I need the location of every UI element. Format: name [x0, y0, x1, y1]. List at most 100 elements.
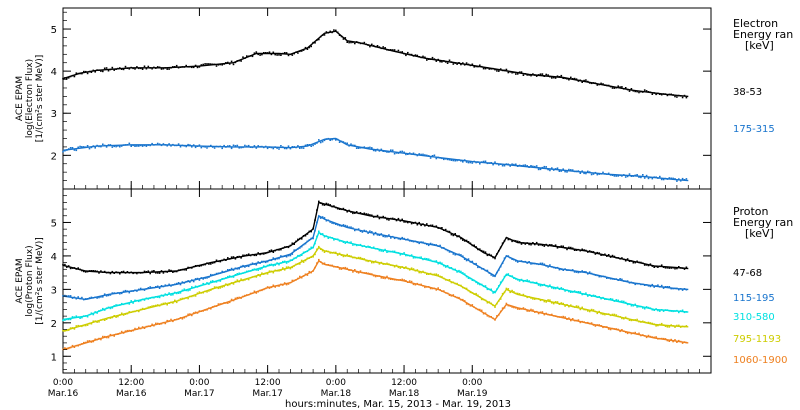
proton-data-point	[316, 209, 318, 211]
electron-data-point	[433, 154, 436, 157]
proton-data-point	[390, 278, 392, 280]
proton-data-point	[257, 269, 259, 271]
proton-data-point	[259, 253, 261, 256]
electron-data-point	[217, 64, 220, 66]
electron-data-point	[166, 144, 168, 147]
electron-data-point	[676, 180, 678, 182]
proton-data-point	[230, 276, 233, 278]
electron-data-point	[285, 52, 288, 54]
x-tick-label-date: Mar.17	[252, 389, 282, 399]
proton-data-point	[424, 242, 426, 245]
proton-data-point	[666, 309, 669, 311]
proton-data-point	[649, 263, 652, 265]
proton-data-point	[287, 283, 290, 285]
proton-data-point	[592, 324, 595, 326]
proton-data-point	[414, 283, 417, 286]
proton-data-point	[98, 321, 100, 323]
proton-data-point	[291, 279, 294, 282]
electron-data-point	[564, 170, 566, 173]
proton-data-point	[678, 266, 680, 268]
electron-data-point	[450, 61, 453, 63]
electron-data-point	[463, 64, 466, 66]
proton-data-point	[263, 253, 265, 255]
proton-data-point	[463, 258, 466, 260]
proton-data-point	[253, 290, 256, 293]
proton-data-point	[399, 238, 402, 241]
proton-data-point	[399, 220, 402, 222]
x-axis-label: hours:minutes, Mar. 15, 2013 - Mar. 19, …	[285, 399, 511, 410]
proton-data-point	[679, 326, 682, 328]
proton-data-point	[297, 238, 299, 241]
proton-data-point	[551, 313, 553, 316]
proton-data-point	[583, 271, 585, 273]
proton-data-point	[310, 246, 312, 249]
proton-data-point	[221, 259, 223, 262]
proton-data-point	[452, 268, 455, 271]
proton-data-point	[177, 318, 180, 320]
electron-data-point	[405, 54, 407, 57]
proton-data-point	[585, 249, 587, 252]
proton-data-point	[433, 244, 436, 246]
electron-data-point	[278, 54, 280, 56]
proton-data-point	[424, 224, 426, 227]
proton-data-point	[420, 241, 422, 243]
electron-data-point	[185, 64, 187, 67]
proton-data-point	[437, 245, 439, 247]
electron-data-point	[230, 60, 233, 63]
proton-data-point	[486, 254, 489, 257]
proton-data-point	[316, 235, 318, 238]
proton-data-point	[571, 291, 574, 293]
proton-data-point	[492, 317, 494, 320]
proton-data-point	[274, 249, 276, 252]
proton-data-point	[382, 263, 384, 265]
proton-data-point	[350, 226, 352, 228]
proton-data-point	[647, 285, 650, 287]
proton-data-point	[414, 240, 417, 243]
proton-data-point	[632, 319, 635, 321]
proton-data-point	[136, 290, 138, 292]
proton-data-point	[204, 283, 206, 286]
proton-data-point	[257, 290, 259, 293]
proton-data-point	[570, 269, 572, 272]
proton-data-point	[253, 254, 256, 257]
electron-data-point	[295, 51, 297, 53]
electron-data-point	[515, 73, 517, 75]
proton-data-point	[534, 282, 536, 284]
proton-data-point	[66, 266, 68, 268]
proton-data-point	[168, 292, 170, 294]
proton-data-point	[75, 315, 78, 317]
proton-data-point	[543, 263, 546, 266]
electron-data-point	[454, 159, 456, 162]
proton-data-point	[240, 265, 242, 268]
proton-data-point	[585, 292, 587, 294]
proton-data-point	[393, 278, 396, 281]
electron-data-point	[520, 165, 523, 167]
electron-data-point	[424, 154, 426, 156]
proton-data-point	[433, 225, 436, 228]
proton-data-point	[122, 290, 125, 293]
proton-data-point	[352, 256, 354, 259]
proton-data-point	[403, 252, 405, 254]
proton-data-point	[98, 296, 100, 299]
proton-data-point	[441, 227, 443, 229]
proton-data-point	[230, 267, 233, 270]
electron-data-point	[672, 94, 674, 96]
proton-data-point	[151, 296, 153, 299]
proton-data-point	[172, 320, 174, 323]
electron-data-point	[342, 141, 345, 143]
proton-data-point	[141, 307, 144, 310]
proton-data-point	[429, 224, 432, 227]
proton-data-point	[192, 295, 195, 297]
electron-y-axis-label: [1/(cm²s ster MeV)]	[35, 55, 45, 142]
proton-data-point	[539, 243, 542, 246]
proton-data-point	[240, 272, 242, 275]
electron-data-point	[657, 177, 659, 179]
proton-data-point	[376, 275, 379, 277]
proton-data-point	[223, 277, 225, 280]
proton-data-point	[228, 301, 231, 304]
electron-data-point	[399, 51, 402, 53]
electron-data-point	[551, 167, 553, 169]
proton-data-point	[177, 269, 180, 271]
electron-data-point	[397, 49, 400, 52]
proton-data-point	[678, 339, 680, 342]
